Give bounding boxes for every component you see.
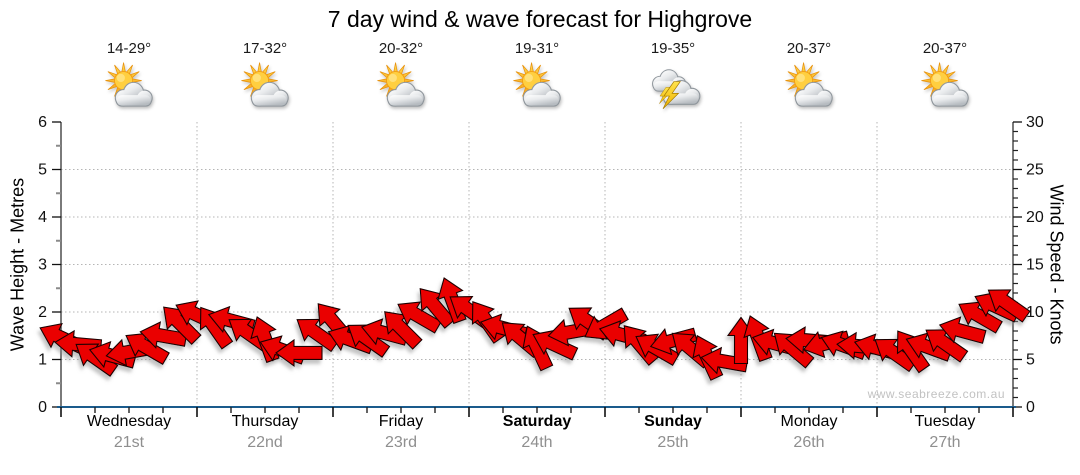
tick-label: 30 (1026, 114, 1044, 131)
day-label: Saturday 24th (469, 413, 605, 452)
tick-label: 5 (1026, 352, 1035, 369)
wind-arrow (384, 311, 423, 350)
day-name-label: Monday (780, 413, 838, 430)
tick-label: 15 (1026, 257, 1044, 274)
day-label: Monday 26th (741, 413, 877, 452)
temp-range-label: 20-32° (378, 40, 424, 57)
temp-range-label: 20-37° (786, 40, 832, 57)
day-forecast: 14-29° (61, 40, 197, 113)
tick-label: 20 (1026, 209, 1044, 226)
day-date-label: 27th (929, 434, 961, 451)
temp-range-label: 14-29° (106, 40, 152, 57)
day-date-label: 24th (521, 434, 553, 451)
day-label: Sunday 25th (605, 413, 741, 452)
temp-range-label: 20-37° (922, 40, 968, 57)
tick-label: 6 (38, 114, 47, 131)
day-name-label: Friday (378, 413, 424, 430)
tick-label: 1 (38, 352, 47, 369)
day-name-label: Tuesday (914, 413, 976, 430)
day-date-label: 25th (657, 434, 689, 451)
tick-label: 2 (38, 304, 47, 321)
wind-arrow (635, 333, 680, 366)
day-date-label: 23rd (384, 434, 418, 451)
horizontal-gridlines (61, 169, 1013, 360)
day-forecast: 20-37° (877, 40, 1013, 113)
temp-range-label: 19-31° (514, 40, 560, 57)
day-forecast: 20-37° (741, 40, 877, 113)
wind-arrow (958, 301, 1003, 334)
right-axis: 0 5 10 15 20 25 30 (1012, 114, 1044, 416)
day-forecast: 19-31° (469, 40, 605, 113)
day-name-label: Sunday (644, 413, 702, 430)
wind-arrow (163, 306, 202, 346)
day-date-label: 26th (793, 434, 825, 451)
tick-label: 10 (1026, 304, 1044, 321)
day-forecast: 19-35° (605, 40, 741, 113)
wind-arrow (925, 329, 969, 363)
wind-arrow (125, 332, 170, 365)
day-forecast: 17-32° (197, 40, 333, 113)
tick-label: 5 (38, 162, 47, 179)
temp-range-label: 19-35° (650, 40, 696, 57)
wind-arrow (938, 316, 987, 344)
page-title: 7 day wind & wave forecast for Highgrove (327, 6, 753, 32)
day-label: Tuesday 27th (877, 413, 1013, 452)
bottom-axis (57, 406, 1016, 417)
watermark: www.seabreeze.com.au (867, 387, 1005, 401)
wind-arrow (347, 324, 391, 358)
tick-label: 3 (38, 257, 47, 274)
tick-label: 4 (38, 209, 47, 226)
day-label: Friday 23rd (333, 413, 469, 452)
tick-label: 0 (1026, 399, 1035, 416)
wind-arrow (896, 330, 931, 374)
day-date-label: 22nd (247, 434, 283, 451)
left-axis: 0 1 2 3 4 5 6 (38, 114, 62, 416)
day-label: Thursday 22nd (197, 413, 333, 452)
wind-arrow (987, 289, 1031, 323)
day-label: Wednesday 21st (61, 413, 197, 452)
tick-label: 0 (38, 399, 47, 416)
day-name-label: Saturday (502, 413, 572, 430)
day-name-label: Thursday (231, 413, 299, 430)
day-name-label: Wednesday (86, 413, 172, 430)
wind-arrow-series (39, 277, 1031, 381)
wind-arrow (532, 329, 579, 361)
day-labels-row: Wednesday 21st Thursday 22nd Friday 23rd Satur… (0, 413, 1080, 468)
tick-label: 25 (1026, 162, 1044, 179)
forecast-row: 14-29° 17-32° 20-32° 19-31° 19-35° 20-37° 20-3… (0, 40, 1080, 120)
temp-range-label: 17-32° (242, 40, 288, 57)
day-date-label: 21st (113, 434, 145, 451)
wind-arrow (199, 306, 234, 350)
wind-arrow (275, 338, 323, 367)
wind-arrow (773, 332, 815, 369)
day-forecast: 20-32° (333, 40, 469, 113)
